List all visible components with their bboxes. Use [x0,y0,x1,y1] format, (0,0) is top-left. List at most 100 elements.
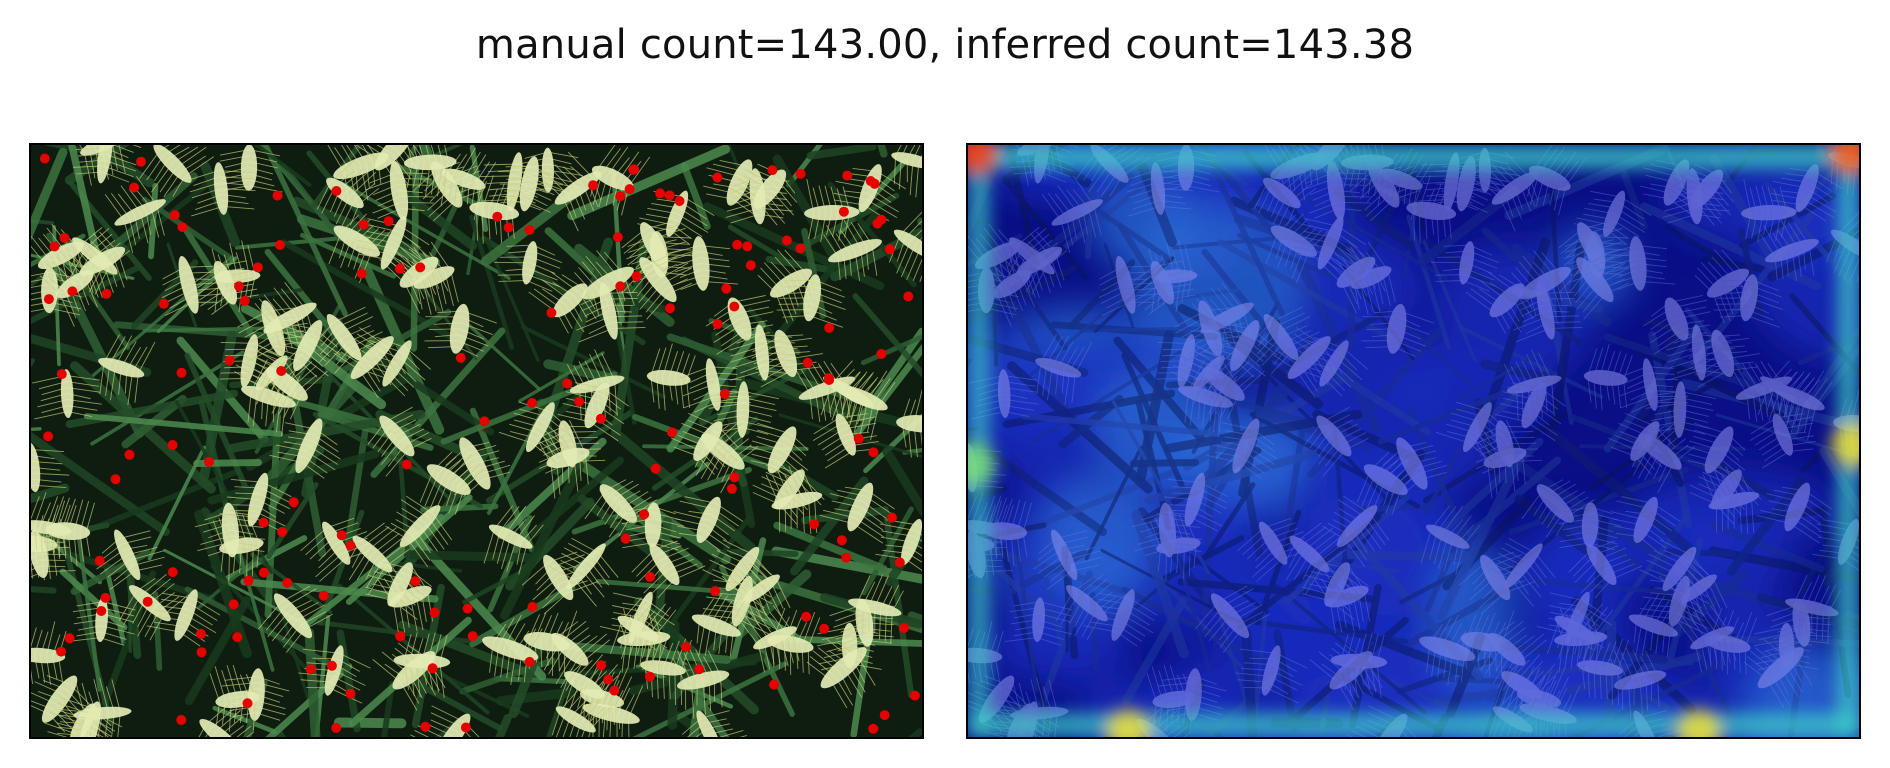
leaf-blade [1422,239,1477,362]
leaf-blade [1177,304,1284,363]
leaf-blade [1737,507,1822,525]
leaf-blade [680,162,711,230]
annotation-marker [67,286,78,297]
annotation-marker [167,440,178,450]
leaf-blade [1029,256,1170,377]
heat-blob [1132,206,1304,368]
leaf-blade [1565,652,1702,696]
annotation-marker [655,188,666,199]
leaf-blade [1404,323,1479,391]
leaf-blade [1442,497,1532,591]
leaf-blade [1481,237,1551,421]
wheat-spike [646,343,696,411]
annotation-marker [615,191,626,202]
wheat-spike [1361,303,1434,357]
wheat-spike [837,370,896,441]
annotation-marker [620,533,631,544]
annotation-marker [176,367,187,378]
leaf-blade [485,239,540,362]
heat-blob [1221,581,1323,679]
annotation-marker [252,262,263,273]
wheat-spike [548,537,619,607]
wheat-spike [728,163,798,226]
leaf-blade [1078,196,1174,263]
leaf-blade [1551,326,1574,425]
wheat-spike [1322,495,1390,568]
leaf-blade [31,147,68,241]
wheat-spike [1283,522,1347,595]
wheat-spike [314,306,385,374]
wheat-spike [1156,472,1229,532]
wheat-spike [1055,574,1127,641]
annotation-marker [326,660,337,671]
leaf-blade [304,627,321,737]
annotation-marker [228,599,239,610]
leaf-blade [1147,564,1258,684]
annotation-marker [842,170,853,181]
annotation-marker [243,575,254,586]
leaf-blade [1004,180,1089,281]
leaf-blade [1156,535,1245,584]
annotation-marker [420,721,431,732]
wheat-spike [73,145,142,184]
annotation-marker [288,497,299,508]
leaf-blade [1041,567,1064,645]
annotation-marker [224,355,235,366]
wheat-spike [1558,221,1630,278]
leaf-blade [397,671,503,732]
wheat-spike [1665,163,1735,226]
leaf-blade [1007,361,1153,494]
heatmap-edge-glow [968,145,1859,737]
wheat-spike [1206,418,1278,479]
wheat-spike [139,145,215,197]
leaf-blade [1169,533,1212,672]
leaf-blade [31,431,170,536]
leaf-blade [1130,459,1200,467]
leaf-blade [727,145,749,192]
leaf-blade [1361,665,1467,718]
leaf-blade [299,232,397,279]
leaf-blade [31,586,57,594]
annotation-marker [455,352,466,363]
wheat-spike [1760,219,1819,281]
leaf-blade [1222,616,1409,644]
wheat-spike [1494,382,1566,442]
wheat-spike [888,211,922,282]
leaf-blade [1702,255,1772,274]
leaf-blade [92,256,233,377]
leaf-blade [1136,330,1174,482]
wheat-spike [104,175,166,254]
leaf-blade [1739,192,1837,249]
wheat-spike [631,540,706,599]
leaf-blade [1738,228,1764,319]
wheat-spike [891,145,922,198]
wheat-spike [664,236,739,291]
annotation-marker [158,298,169,309]
leaf-blade [127,556,132,653]
leaf-blade [1241,627,1258,737]
wheat-spike [721,559,791,626]
heat-hotspot [1829,145,1859,175]
leaf-blade [403,145,419,169]
leaf-blade [789,476,869,576]
annotation-marker [427,663,438,674]
leaf-blade [1672,569,1749,639]
wheat-spike [254,282,317,358]
annotation-marker [383,216,394,227]
leaf-blade [1121,596,1188,706]
leaf-blade [1467,456,1562,538]
annotation-marker [884,244,895,255]
leaf-blade [496,687,576,706]
leaf-blade [1238,318,1280,498]
leaf-blade [31,264,141,325]
wheat-spike [385,495,453,568]
annotation-marker [745,260,756,271]
annotation-marker [129,182,140,193]
wheat-spike [584,479,658,538]
annotation-marker [721,283,732,294]
wheat-spike [1494,654,1556,725]
leaf-blade [1307,327,1443,478]
wheat-spike [1480,151,1539,232]
annotation-marker [894,557,905,568]
wheat-spike [776,274,846,328]
